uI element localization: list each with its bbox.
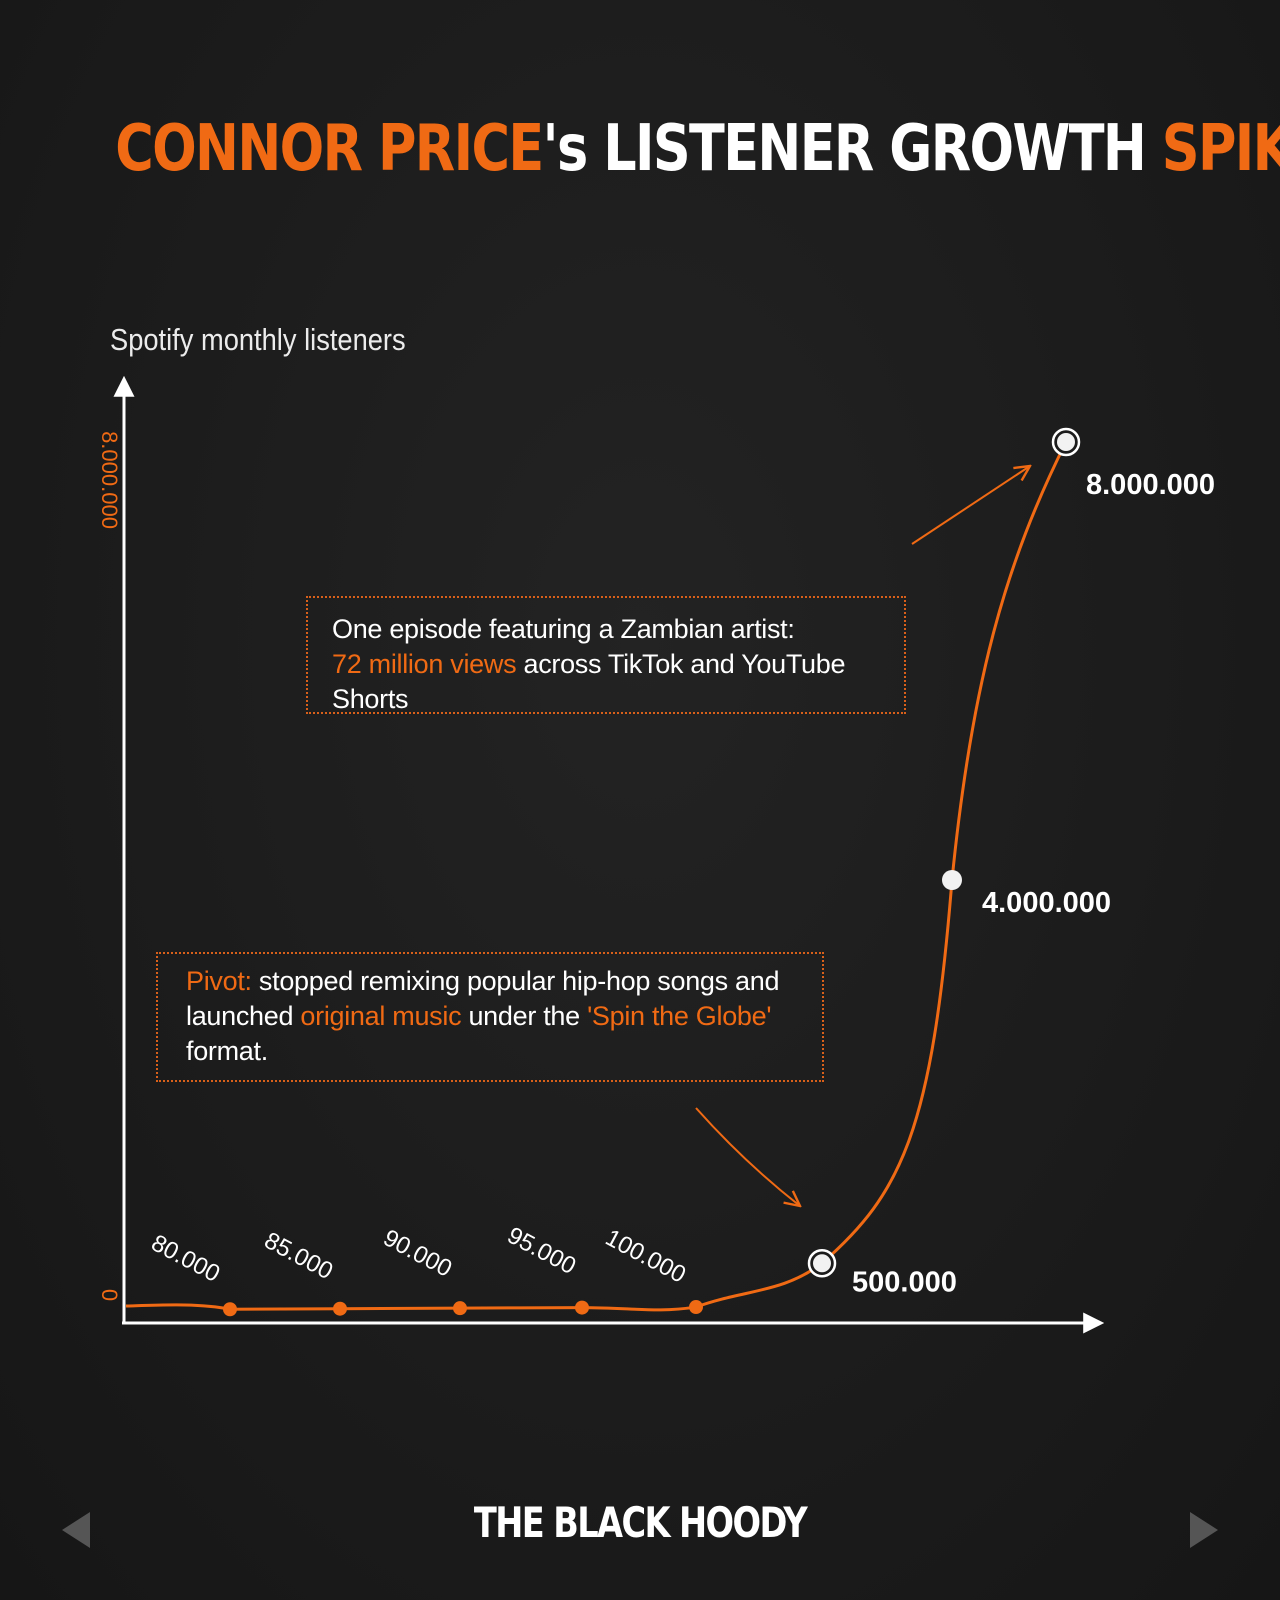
data-label: 85.000: [260, 1227, 337, 1285]
data-label: 80.000: [147, 1229, 224, 1287]
data-label: 4.000.000: [982, 887, 1111, 919]
data-label: 8.000.000: [1086, 469, 1215, 501]
y-tick-label-max: 8.000.000: [97, 431, 122, 529]
pivot-text-3: format.: [186, 1036, 268, 1066]
y-axis-title: Spotify monthly listeners: [110, 322, 406, 357]
data-label: 95.000: [503, 1222, 580, 1280]
pivot-text-1: stopped remixing popular hip-hop songs a…: [186, 966, 780, 1031]
data-label: 500.000: [852, 1266, 957, 1298]
pivot-highlight-3: 'Spin the Globe': [587, 1001, 772, 1031]
triangle-right-icon[interactable]: [1190, 1512, 1218, 1548]
pivot-highlight-1: Pivot:: [186, 966, 252, 996]
data-label: 90.000: [379, 1224, 456, 1282]
data-point: [453, 1301, 467, 1316]
title-artist: CONNOR PRICE: [115, 112, 544, 186]
data-point: [1057, 433, 1075, 451]
data-point: [689, 1300, 703, 1315]
annotation-viral: One episode featuring a Zambian artist: …: [306, 596, 906, 714]
viral-highlight: 72 million views: [332, 649, 517, 679]
pivot-text-2: under the: [461, 1001, 588, 1031]
y-tick-label-0: 0: [97, 1289, 122, 1301]
data-point: [575, 1300, 589, 1315]
data-point: [223, 1302, 237, 1317]
title-spike: SPIKE: [1161, 112, 1280, 186]
viral-rest: across TikTok and YouTube Shorts: [332, 649, 846, 714]
series-line: [125, 441, 1068, 1312]
page-title: CONNOR PRICE's LISTENER GROWTH SPIKE: [115, 112, 1280, 186]
pivot-highlight-2: original music: [300, 1001, 462, 1031]
title-middle: 's LISTENER GROWTH: [542, 112, 1162, 186]
viral-line1: One episode featuring a Zambian artist:: [332, 614, 795, 644]
viral-callout-arrow: [911, 466, 1030, 545]
data-marks: 80.000 85.000 90.000 95.000 100.000 500.000 4.…: [147, 427, 1215, 1317]
annotation-pivot: Pivot: stopped remixing popular hip-hop …: [156, 952, 824, 1082]
data-point: [333, 1301, 347, 1316]
triangle-left-icon[interactable]: [62, 1512, 90, 1548]
data-point: [942, 870, 962, 890]
pivot-callout-arrow: [695, 1107, 800, 1206]
data-label: 100.000: [601, 1224, 690, 1289]
brand-logo: THE BLACK HOODY: [473, 1498, 808, 1547]
data-point: [813, 1254, 831, 1273]
